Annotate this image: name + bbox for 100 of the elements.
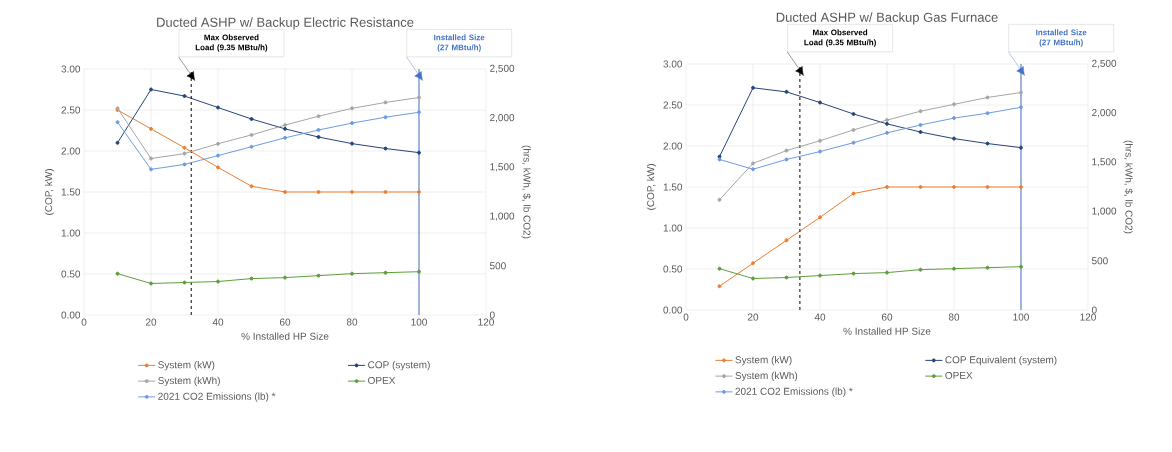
point (784, 275, 789, 280)
legend-label: System (kWh) (735, 371, 798, 382)
y2-tick-label: 2,500 (1092, 59, 1117, 69)
point (851, 112, 856, 117)
point (316, 273, 321, 278)
legend-label: OPEX (945, 371, 973, 379)
point (149, 126, 154, 131)
point (216, 153, 221, 158)
y2-tick-label: 1,500 (1092, 158, 1117, 167)
point (851, 140, 856, 145)
point (417, 189, 422, 194)
point (918, 130, 923, 135)
point (784, 148, 789, 153)
point (818, 273, 822, 278)
y-tick-label: 1.00 (61, 229, 81, 237)
x-tick-label: 60 (279, 318, 291, 326)
legend-label: 2021 CO2 Emissions (lb) * (158, 392, 276, 402)
y2-tick-label: 2,000 (1092, 109, 1117, 118)
point (249, 184, 254, 189)
point (249, 117, 254, 122)
x-tick-label: 80 (346, 318, 358, 326)
point (985, 265, 990, 270)
y-tick-label: 2.50 (61, 106, 81, 114)
x-tick-label: 80 (948, 313, 960, 321)
point (818, 215, 822, 220)
point (952, 116, 956, 121)
y2-tick-label: 1,000 (490, 212, 515, 221)
y2-tick-label: 2,500 (490, 64, 515, 74)
x-tick-label: 0 (683, 313, 689, 321)
point (918, 109, 923, 114)
ref-line-label: Installed Size (27 MBtu/h) (1036, 29, 1087, 47)
x-tick-label: 20 (145, 318, 157, 326)
point (1019, 264, 1023, 269)
point (952, 136, 956, 141)
point (751, 167, 756, 172)
point (383, 189, 388, 194)
y-tick-label: 3.00 (61, 65, 81, 73)
point (417, 269, 422, 274)
chart-title: Ducted ASHP w/ Backup Electric Resistance (157, 17, 414, 30)
y-axis-title: (COP, kW) (44, 169, 55, 215)
x-tick-label: 100 (1013, 313, 1029, 321)
point (350, 106, 355, 111)
y-tick-label: 0.50 (61, 270, 81, 278)
point (818, 100, 822, 105)
point (249, 276, 254, 281)
point (182, 94, 187, 99)
y-tick-label: 3.00 (663, 60, 683, 68)
point (249, 132, 254, 137)
point (918, 267, 923, 272)
point (885, 184, 889, 189)
point (149, 281, 154, 286)
point (952, 266, 956, 271)
legend-label: COP (system) (368, 361, 430, 371)
point (985, 141, 990, 146)
point (417, 110, 422, 115)
point (784, 238, 789, 243)
point (115, 271, 120, 276)
y-tick-label: 2.00 (61, 147, 81, 155)
x-axis-title: % Installed HP Size (843, 327, 931, 335)
point (818, 138, 822, 143)
point (784, 157, 789, 162)
y2-axis-title: (hrs, kWh, $, lb CO2) (1123, 140, 1133, 234)
x-tick-label: 20 (747, 313, 759, 321)
point (918, 184, 923, 189)
point (149, 87, 154, 92)
y2-tick-label: 0 (1091, 306, 1097, 314)
point (383, 270, 388, 275)
y2-tick-label: 500 (1091, 257, 1108, 265)
point (216, 165, 221, 170)
point (182, 280, 187, 285)
point (316, 135, 321, 140)
point (751, 261, 756, 266)
point (1019, 145, 1023, 150)
point (717, 266, 722, 271)
point (952, 102, 956, 107)
x-tick-label: 60 (881, 313, 893, 321)
point (417, 95, 422, 100)
point (383, 146, 388, 151)
point (952, 184, 956, 189)
x-tick-label: 0 (81, 318, 87, 326)
x-tick-label: 100 (411, 318, 427, 326)
legend-label: COP Equivalent (system) (945, 356, 1057, 366)
point (851, 191, 856, 196)
point (316, 114, 321, 119)
x-tick-label: 40 (212, 318, 224, 326)
x-tick-label: 40 (814, 313, 826, 321)
y2-axis-title: (hrs, kWh, $, lb CO2) (521, 145, 531, 239)
y2-tick-label: 1,500 (490, 163, 515, 172)
legend-label: 2021 CO2 Emissions (lb) * (735, 387, 853, 397)
point (350, 189, 355, 194)
point (985, 95, 990, 100)
x-tick-label: 120 (1080, 313, 1096, 321)
ref-line-label: Max Observed Load (9.35 MBtu/h) (195, 34, 268, 52)
legend-label: OPEX (368, 376, 396, 384)
point (115, 140, 120, 145)
point (383, 100, 388, 105)
y-tick-label: 0.50 (663, 265, 683, 273)
point (885, 130, 889, 135)
point (751, 85, 756, 90)
ref-line-label: Max Observed Load (9.35 MBtu/h) (804, 29, 876, 47)
